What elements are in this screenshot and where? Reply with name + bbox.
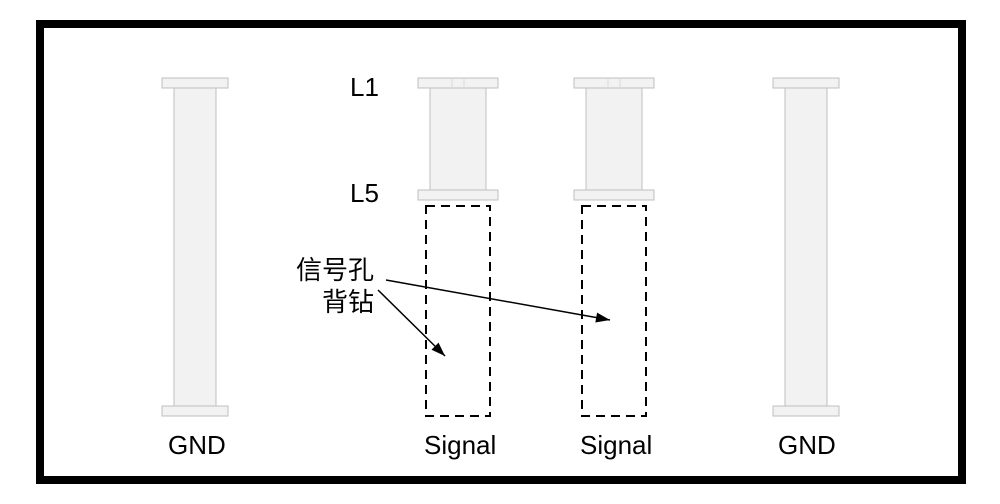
gnd-via-cap-bottom (162, 406, 228, 416)
gnd-via-body (785, 88, 827, 406)
signal-via-body (430, 88, 486, 190)
label-signal-left: Signal (424, 430, 496, 461)
signal-via-pad-L5 (418, 190, 498, 200)
gnd-via-cap-top (162, 78, 228, 88)
signal-via-cap-top (418, 78, 498, 88)
signal-via-pad-L5 (574, 190, 654, 200)
signal-via-body (586, 88, 642, 190)
backdrill-region (426, 206, 490, 416)
backdrill-region (582, 206, 646, 416)
label-gnd-right: GND (778, 430, 836, 461)
label-gnd-left: GND (168, 430, 226, 461)
annotation-arrow-line (386, 280, 610, 320)
annotation-arrow-head (595, 313, 610, 323)
signal-via-cap-top (574, 78, 654, 88)
label-signal-right: Signal (580, 430, 652, 461)
annot-line2: 背钻 (322, 282, 374, 319)
label-L1: L1 (350, 72, 379, 103)
gnd-via-body (174, 88, 216, 406)
label-L5: L5 (350, 178, 379, 209)
gnd-via-cap-top (773, 78, 839, 88)
diagram-svg (0, 0, 1000, 504)
annotation-arrow-line (378, 290, 445, 356)
gnd-via-cap-bottom (773, 406, 839, 416)
